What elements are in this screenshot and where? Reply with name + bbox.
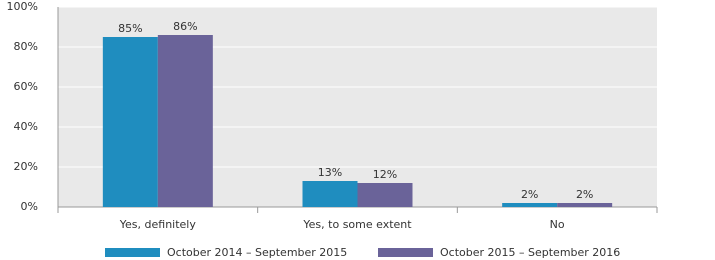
bar xyxy=(357,183,413,207)
value-label: 2% xyxy=(576,188,593,201)
y-tick-label: 20% xyxy=(14,160,38,173)
bar xyxy=(157,35,213,207)
legend-label: October 2014 – September 2015 xyxy=(167,246,347,259)
y-tick-label: 80% xyxy=(14,40,38,53)
bar xyxy=(502,203,558,207)
y-tick-label: 0% xyxy=(21,200,38,213)
legend-swatch xyxy=(105,248,160,257)
value-label: 13% xyxy=(318,166,342,179)
x-tick-label: No xyxy=(550,218,565,231)
x-tick-label: Yes, to some extent xyxy=(302,218,412,231)
bar xyxy=(302,181,358,207)
x-tick-label: Yes, definitely xyxy=(119,218,197,231)
bar xyxy=(557,203,613,207)
bar xyxy=(102,37,158,207)
value-label: 86% xyxy=(173,20,197,33)
value-label: 2% xyxy=(521,188,538,201)
legend-swatch xyxy=(378,248,433,257)
y-tick-label: 40% xyxy=(14,120,38,133)
y-tick-label: 60% xyxy=(14,80,38,93)
legend-label: October 2015 – September 2016 xyxy=(440,246,620,259)
y-tick-label: 100% xyxy=(7,0,38,13)
value-label: 12% xyxy=(373,168,397,181)
value-label: 85% xyxy=(118,22,142,35)
